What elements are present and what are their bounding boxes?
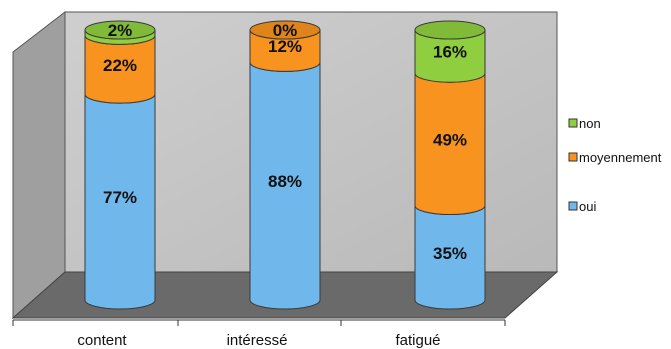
data-label: 49%: [433, 130, 467, 149]
legend-swatch: [568, 152, 578, 162]
legend-item-moyennement: moyennement: [568, 150, 662, 165]
bar-stack-0: 77% 22% 2%: [84, 20, 156, 310]
legend-swatch: [568, 201, 578, 211]
data-label: 12%: [268, 37, 302, 56]
bars: 77% 22% 2% 88% 12%0% 35% 49% 16%: [84, 20, 486, 310]
legend-item-oui: oui: [568, 199, 596, 214]
data-label: 35%: [433, 244, 467, 263]
x-axis-ticks: [12, 320, 506, 326]
data-label: 22%: [103, 56, 137, 75]
chart-side-wall: [12, 10, 66, 320]
legend-label: non: [579, 116, 601, 131]
legend-item-non: non: [568, 116, 601, 131]
legend: non moyennement oui: [568, 116, 662, 214]
legend-swatch: [568, 118, 578, 128]
bar-stack-2: 35% 49% 16%: [414, 20, 486, 310]
legend-label: oui: [579, 199, 596, 214]
data-label: 88%: [268, 172, 302, 191]
category-label: content: [77, 332, 127, 349]
data-label: 77%: [103, 188, 137, 207]
data-label: 2%: [108, 21, 133, 40]
category-label: fatigué: [395, 332, 440, 349]
bar-cap: [84, 20, 156, 40]
data-label: 0%: [273, 21, 298, 40]
bar-cap: [249, 20, 321, 40]
category-labels: content intéressé fatigué: [77, 332, 440, 349]
category-label: intéressé: [227, 332, 288, 349]
data-label: 16%: [433, 43, 467, 62]
bar-stack-1: 88% 12%0%: [249, 20, 321, 310]
legend-label: moyennement: [579, 150, 662, 165]
bar-cap: [414, 20, 486, 40]
